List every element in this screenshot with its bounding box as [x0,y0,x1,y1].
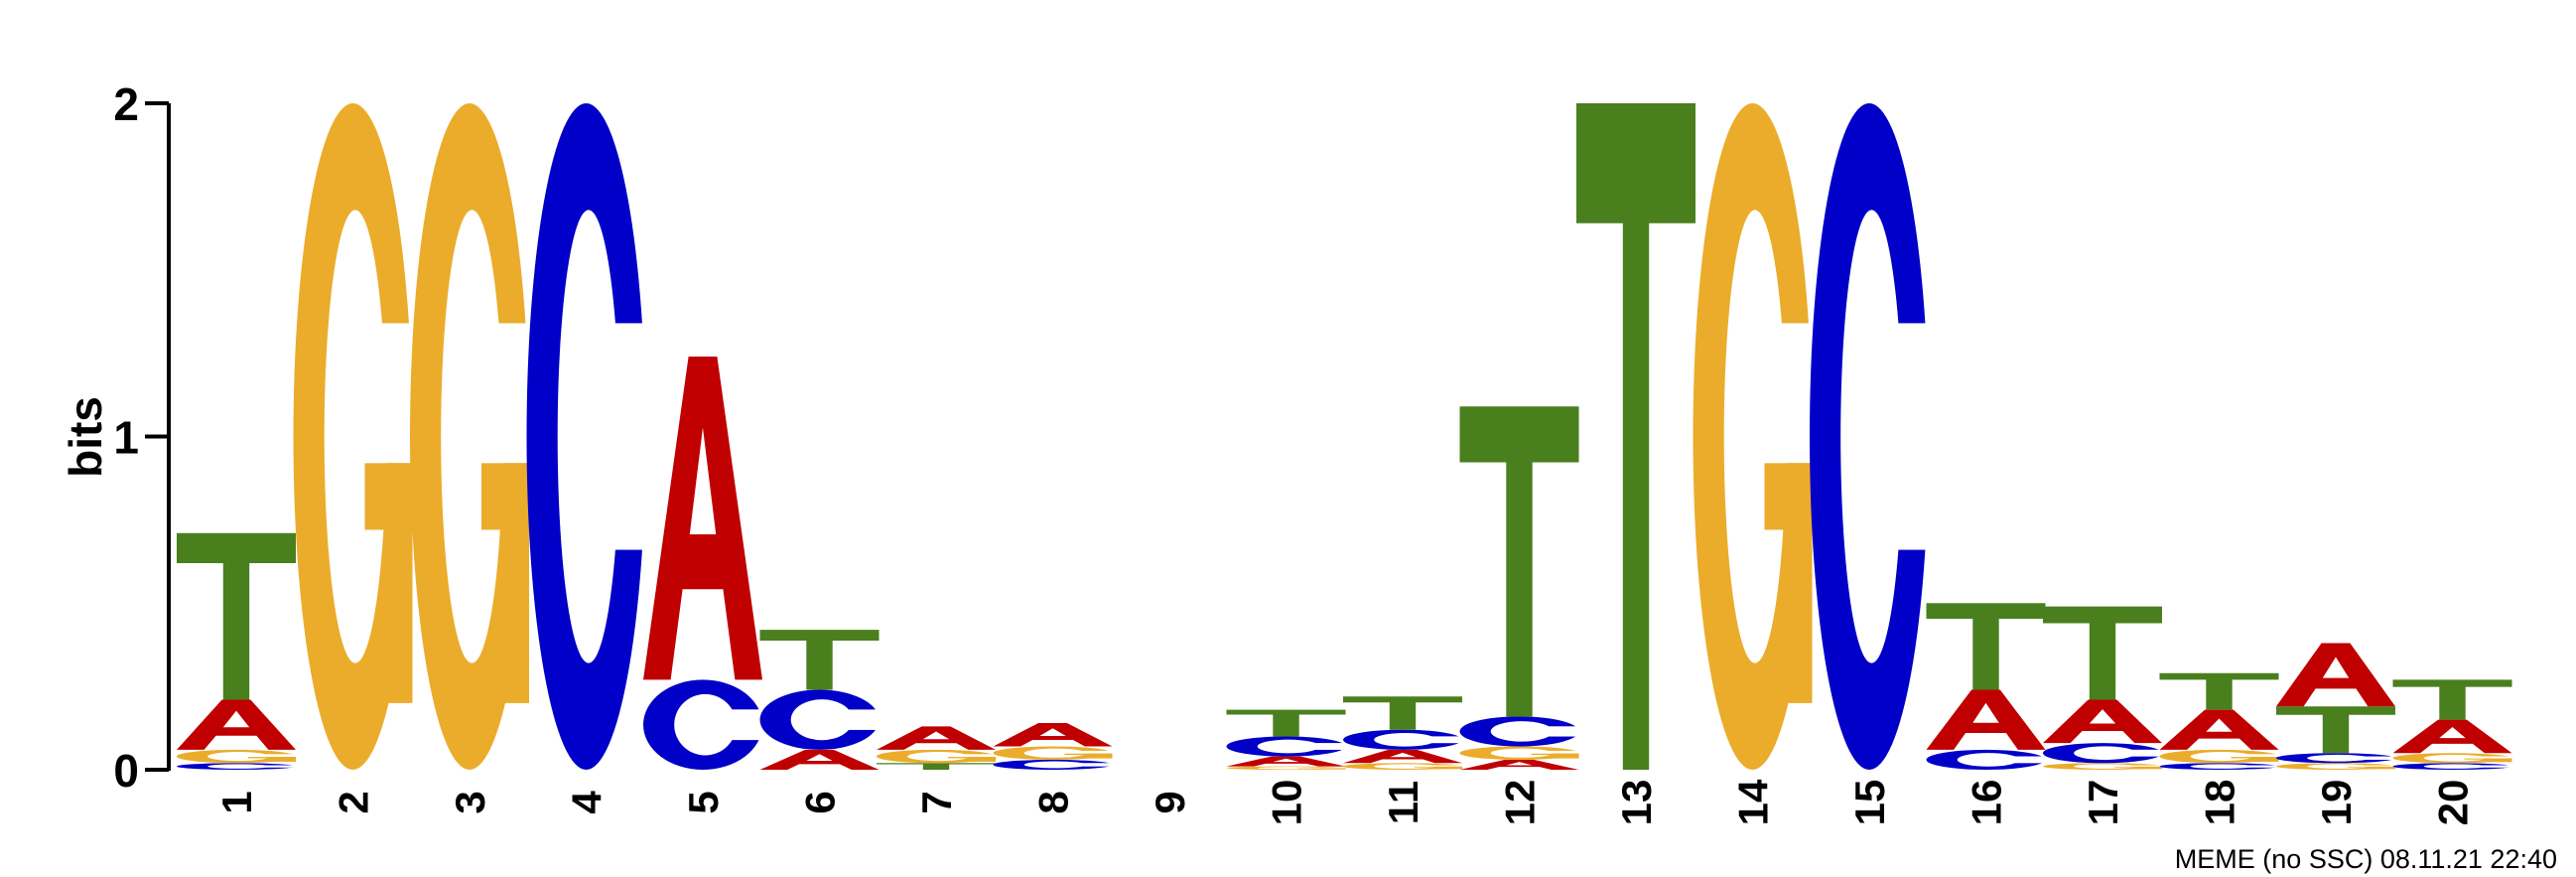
position-label: 12 [1497,780,1544,826]
letter-T-pos-17 [2043,606,2162,700]
letter-G-pos-20 [2392,753,2517,764]
letter-T-pos-7 [877,763,996,770]
letter-G-pos-17 [2043,763,2167,770]
letter-C-pos-4 [526,103,651,770]
position-label: 4 [564,791,610,814]
position-label: 10 [1264,780,1310,826]
letter-C-pos-17 [2043,743,2167,764]
letter-T-pos-13 [1576,103,1695,770]
letter-T-pos-19 [2276,706,2395,754]
letter-T-pos-20 [2392,679,2512,720]
position-label: 1 [213,791,260,813]
letter-G-pos-1 [177,749,301,764]
position-label: 14 [1730,779,1777,825]
position-label: 11 [1380,781,1426,824]
letter-T-pos-6 [759,630,880,690]
letter-G-pos-12 [1459,746,1584,760]
letter-C-pos-10 [1226,736,1351,757]
letter-T-pos-10 [1226,709,1346,737]
letter-C-pos-8 [993,759,1118,770]
letter-A-pos-20 [2392,719,2512,754]
letter-C-pos-12 [1459,716,1584,747]
position-label: 7 [913,791,960,813]
letter-A-pos-10 [1226,756,1346,767]
position-label: 5 [680,791,727,813]
letter-G-pos-7 [877,749,1001,764]
letter-A-pos-19 [2276,643,2395,707]
letter-A-pos-16 [1926,689,2046,750]
letter-C-pos-18 [2159,763,2284,770]
position-label: 19 [2313,780,2360,826]
y-tick-label: 2 [113,78,139,130]
letter-C-pos-15 [1810,103,1934,770]
letter-T-pos-11 [1343,696,1462,730]
letter-C-pos-16 [1926,749,2051,770]
footer-text: MEME (no SSC) 08.11.21 22:40 [2175,844,2557,874]
letter-G-pos-11 [1343,763,1467,770]
letter-G-pos-18 [2159,749,2284,764]
letter-T-pos-18 [2159,672,2279,710]
letter-G-pos-8 [993,746,1118,760]
letter-G-pos-14 [1693,103,1818,770]
position-label: 8 [1030,791,1077,813]
letter-G-pos-19 [2276,763,2400,770]
letter-A-pos-7 [877,726,996,750]
position-label: 20 [2430,780,2477,826]
position-label: 13 [1613,780,1660,826]
letter-A-pos-6 [759,749,880,770]
letter-C-pos-20 [2392,763,2517,770]
position-label: 3 [447,791,493,813]
y-axis-title: bits [60,396,111,478]
letter-T-pos-12 [1459,406,1579,717]
letter-C-pos-5 [643,679,767,770]
letter-C-pos-19 [2276,753,2400,764]
letter-G-pos-10 [1226,766,1351,770]
letters-layer [177,103,2517,770]
position-label: 18 [2197,780,2243,826]
letter-T-pos-1 [177,532,296,700]
y-tick-label: 0 [113,745,139,797]
letter-G-pos-3 [410,103,534,770]
letter-A-pos-5 [643,356,762,680]
letter-A-pos-8 [993,723,1113,747]
letter-C-pos-1 [177,763,301,770]
letter-C-pos-11 [1343,729,1467,750]
letter-A-pos-12 [1459,759,1579,770]
letter-G-pos-2 [293,103,418,770]
position-label: 15 [1846,780,1893,826]
position-label: 16 [1964,780,2010,826]
letter-A-pos-11 [1343,749,1462,764]
letter-T-pos-16 [1926,603,2046,690]
letter-A-pos-1 [177,699,296,750]
position-label: 6 [797,791,844,813]
position-label: 2 [331,791,377,813]
y-tick-label: 1 [113,412,139,464]
position-label: 17 [2080,780,2126,826]
letter-A-pos-18 [2159,709,2279,750]
letter-C-pos-6 [759,689,884,750]
position-label: 9 [1147,791,1193,813]
letter-A-pos-17 [2043,699,2162,744]
